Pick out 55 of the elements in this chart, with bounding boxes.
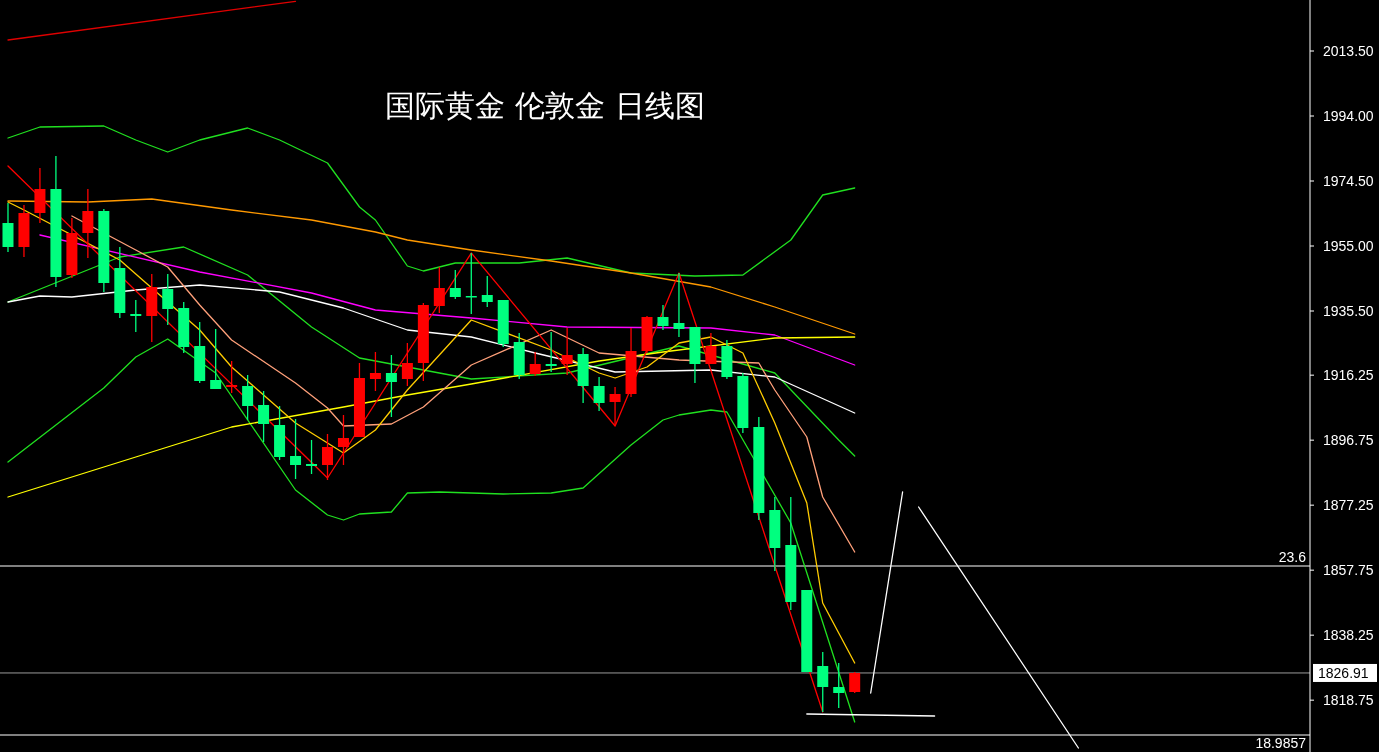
candlestick (337, 414, 349, 466)
y-tick-label: 1974.50 (1323, 173, 1374, 189)
candlestick (561, 327, 573, 376)
line-series (7, 246, 856, 457)
annotation: 18.9857 (1255, 735, 1307, 751)
candlestick (306, 439, 318, 475)
line-series (7, 165, 824, 713)
candlestick (162, 273, 174, 326)
candlestick (130, 299, 142, 333)
line-series (7, 338, 856, 723)
candlestick (657, 304, 669, 331)
candlestick (82, 188, 94, 259)
candlestick (833, 662, 845, 709)
candlestick (449, 269, 461, 300)
y-tick-label: 1818.75 (1323, 692, 1374, 709)
candlestick (481, 275, 493, 308)
y-tick-label: 1896.75 (1323, 432, 1374, 449)
candlestick (433, 266, 445, 314)
candlestick (705, 332, 717, 365)
candlestick (401, 342, 413, 387)
y-tick-label: 2013.50 (1323, 43, 1374, 59)
line-series (71, 215, 856, 553)
y-tick-label: 1916.25 (1323, 367, 1374, 384)
candlestick (210, 328, 222, 390)
candlestick (849, 671, 861, 694)
candlestick (322, 433, 333, 481)
y-tick-label: 1955.00 (1323, 238, 1374, 254)
candlestick (290, 418, 302, 480)
candlestick (258, 390, 270, 443)
y-tick-label: 1838.25 (1323, 627, 1374, 644)
line-series (7, 336, 856, 498)
candlestick (593, 376, 605, 412)
candlestick (465, 252, 477, 315)
text: 国际黄金 伦敦金 日线图 (385, 88, 705, 123)
y-tick-label: 1857.75 (1323, 562, 1374, 579)
candlestick (2, 202, 14, 253)
y-tick-label: 1994.00 (1323, 108, 1374, 124)
y-tick-label: 1877.25 (1323, 497, 1374, 514)
annotation: 23.6 (1278, 549, 1307, 565)
ref-line-label: 1826.91 (1318, 664, 1369, 681)
candlestick (673, 272, 685, 338)
candlestick (226, 360, 238, 394)
line-series (7, 284, 856, 414)
candlestick (545, 331, 557, 373)
line-series (7, 201, 856, 664)
line-series (7, 198, 856, 335)
line-series (7, 125, 856, 277)
line-series (39, 234, 856, 366)
candlestick (609, 386, 621, 426)
y-tick-label: 1935.50 (1323, 303, 1374, 319)
candlestick (242, 374, 254, 421)
candlestick (369, 351, 381, 392)
candlestick (529, 351, 541, 377)
candlestick (385, 354, 397, 418)
candlestick (817, 651, 829, 713)
